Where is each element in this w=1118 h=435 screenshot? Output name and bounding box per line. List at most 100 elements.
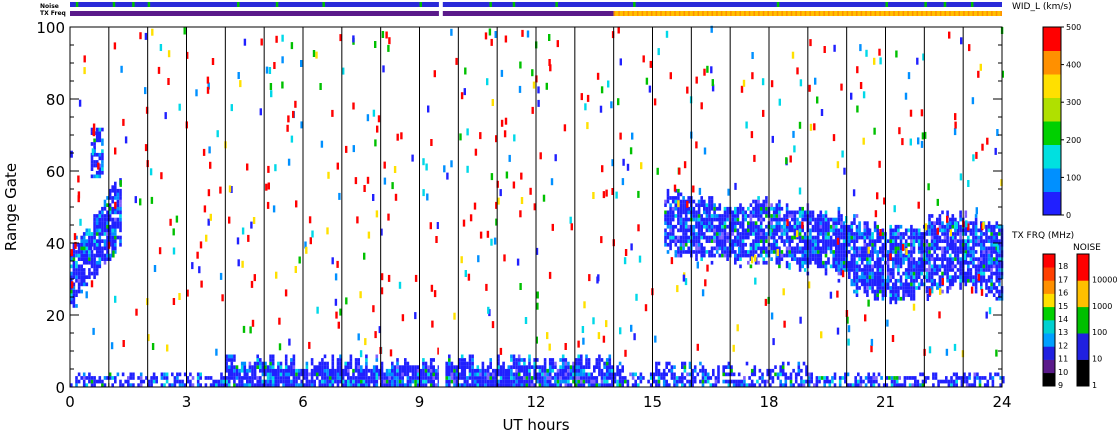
data-cell bbox=[897, 232, 900, 236]
data-cell bbox=[910, 293, 913, 297]
data-cell bbox=[945, 376, 948, 380]
data-cell bbox=[855, 278, 859, 283]
data-cell bbox=[770, 217, 773, 222]
data-cell bbox=[824, 235, 828, 240]
data-cell bbox=[850, 282, 854, 287]
data-cell bbox=[370, 376, 373, 380]
data-cell bbox=[246, 368, 249, 373]
data-cell bbox=[147, 383, 151, 387]
data-cell bbox=[850, 246, 854, 251]
velocity-colorbar-title: WID_L (km/s) bbox=[1012, 2, 1072, 12]
data-cell bbox=[723, 221, 727, 225]
data-cell bbox=[577, 372, 580, 377]
data-cell bbox=[101, 142, 104, 146]
data-cell bbox=[82, 260, 86, 265]
data-cell bbox=[512, 358, 516, 362]
data-cell bbox=[977, 264, 980, 269]
data-cell bbox=[277, 368, 280, 373]
data-cell bbox=[701, 379, 705, 384]
data-cell bbox=[933, 239, 936, 243]
txfreq-bar-mark bbox=[846, 11, 849, 16]
data-cell bbox=[590, 379, 593, 384]
data-cell bbox=[684, 214, 688, 218]
txfreq-bar-mark bbox=[776, 11, 779, 16]
data-cell bbox=[992, 282, 996, 287]
data-cell bbox=[173, 376, 177, 380]
data-cell bbox=[230, 368, 234, 373]
data-cell bbox=[866, 260, 869, 265]
data-cell bbox=[494, 383, 498, 387]
data-cell bbox=[954, 264, 957, 269]
data-cell bbox=[101, 253, 104, 258]
data-cell bbox=[271, 379, 275, 384]
data-cell bbox=[987, 289, 991, 294]
data-cell bbox=[106, 224, 109, 229]
noise-colorbar-tick-label: 1000 bbox=[1092, 302, 1112, 311]
data-cell bbox=[824, 239, 828, 243]
data-cell bbox=[77, 275, 81, 279]
data-cell bbox=[964, 278, 968, 283]
data-cell bbox=[894, 253, 898, 258]
data-cell bbox=[574, 368, 578, 373]
noise-bar-mark bbox=[112, 2, 116, 7]
data-cell bbox=[910, 271, 913, 276]
data-cell bbox=[974, 271, 978, 276]
data-cell bbox=[855, 268, 859, 272]
data-cell bbox=[111, 246, 114, 251]
data-cell bbox=[108, 188, 112, 193]
data-cell bbox=[835, 228, 838, 233]
data-cell bbox=[230, 354, 234, 359]
data-cell bbox=[710, 260, 714, 265]
x-axis: 0 3 6 9 12 15 18 21 24 bbox=[65, 378, 1012, 411]
data-cell bbox=[383, 376, 386, 380]
data-cell bbox=[809, 242, 812, 247]
data-cell bbox=[972, 253, 975, 258]
data-cell bbox=[77, 268, 81, 272]
data-cell bbox=[674, 235, 678, 240]
data-cell bbox=[448, 383, 451, 387]
data-cell bbox=[463, 358, 467, 362]
data-cell bbox=[708, 235, 711, 240]
data-cell bbox=[574, 376, 578, 380]
data-cell bbox=[675, 379, 679, 384]
data-cell bbox=[986, 379, 990, 384]
noise-colorbar-title: NOISE bbox=[1073, 243, 1101, 253]
data-cell bbox=[103, 221, 107, 225]
data-cell bbox=[889, 278, 892, 283]
data-point bbox=[274, 164, 277, 172]
data-cell bbox=[757, 214, 760, 218]
data-cell bbox=[868, 271, 872, 276]
data-cell bbox=[811, 239, 815, 243]
data-cell bbox=[684, 239, 688, 243]
data-cell bbox=[95, 131, 99, 135]
data-cell bbox=[828, 383, 832, 387]
data-cell bbox=[119, 214, 122, 218]
data-cell bbox=[713, 235, 716, 240]
data-cell bbox=[783, 214, 786, 218]
data-cell bbox=[512, 379, 516, 384]
data-cell bbox=[730, 368, 733, 373]
data-cell bbox=[75, 250, 78, 254]
data-point bbox=[617, 98, 620, 106]
data-cell bbox=[106, 228, 109, 233]
data-point bbox=[532, 81, 536, 89]
data-cell bbox=[920, 278, 923, 283]
data-point bbox=[706, 264, 709, 272]
data-cell bbox=[917, 286, 921, 290]
data-cell bbox=[582, 383, 586, 387]
data-cell bbox=[868, 264, 872, 269]
data-cell bbox=[912, 228, 916, 233]
data-point bbox=[237, 72, 240, 79]
txfreq-bar-mark bbox=[767, 11, 769, 16]
data-cell bbox=[664, 242, 667, 247]
data-cell bbox=[835, 217, 838, 222]
data-cell bbox=[928, 228, 931, 233]
data-cell bbox=[928, 221, 931, 225]
data-cell bbox=[749, 232, 753, 236]
data-point bbox=[267, 182, 270, 190]
data-cell bbox=[77, 257, 81, 261]
data-cell bbox=[936, 246, 939, 251]
data-cell bbox=[517, 383, 521, 387]
data-point bbox=[336, 260, 339, 268]
data-cell bbox=[75, 268, 78, 272]
